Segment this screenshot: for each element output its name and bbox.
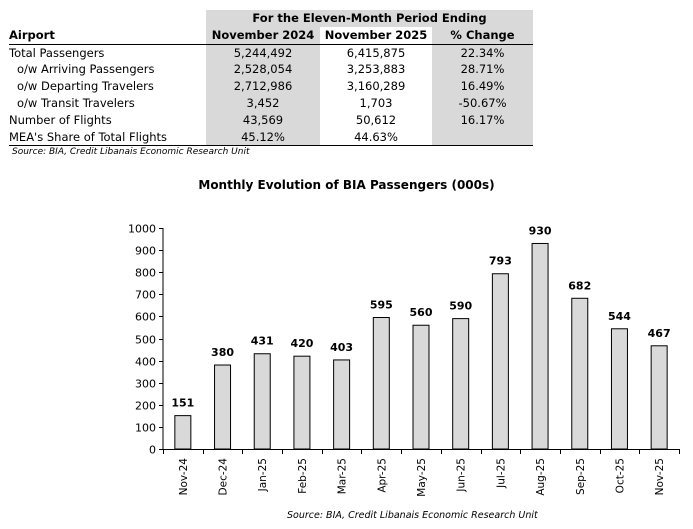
cell-nov-2025: 3,253,883 [346, 62, 406, 77]
cell-nov-2025: 6,415,875 [346, 45, 406, 60]
x-tick-label: Dec-24 [218, 458, 230, 496]
row-label: o/w Departing Travelers [17, 79, 154, 94]
cell-change: 16.17% [432, 111, 533, 129]
col-header-airport: Airport [9, 26, 206, 45]
col-header-nov-2024: November 2024 [206, 26, 320, 45]
table-row: o/w Departing Travelers 2,712,986 3,160,… [9, 78, 533, 95]
table-row: o/w Arriving Passengers 2,528,054 3,253,… [9, 61, 533, 79]
x-tick-label: Jun-25 [456, 458, 468, 493]
data-label: 420 [290, 337, 313, 350]
y-tick-label: 200 [135, 400, 156, 413]
cell-nov-2024: 3,452 [206, 94, 320, 112]
bar [174, 415, 192, 450]
cell-nov-2025: 50,612 [355, 112, 397, 127]
row-label: o/w Arriving Passengers [17, 62, 155, 77]
y-tick-label: 0 [149, 444, 156, 457]
y-tick-label: 1000 [128, 223, 156, 236]
y-tick-label: 100 [135, 422, 156, 435]
x-tick-label: Jan-25 [257, 458, 269, 492]
bar [253, 353, 271, 450]
bar [372, 317, 390, 450]
table-row: MEA's Share of Total Flights 45.12% 44.6… [9, 128, 533, 147]
y-tick-label: 700 [135, 289, 156, 302]
cell-nov-2025: 3,160,289 [346, 79, 406, 94]
y-tick-label: 800 [135, 267, 156, 280]
bar [452, 318, 470, 450]
data-label: 930 [529, 224, 552, 237]
x-tick-label: Apr-25 [376, 458, 388, 493]
bar [333, 359, 351, 450]
bar [610, 328, 628, 450]
bar [531, 242, 549, 450]
data-label: 380 [211, 346, 234, 359]
y-tick-label: 500 [135, 334, 156, 347]
x-tick-label: May-25 [416, 458, 428, 497]
y-tick-label: 400 [135, 356, 156, 369]
passenger-table: For the Eleven-Month Period Ending Airpo… [9, 10, 533, 147]
col-header-change: % Change [432, 26, 533, 45]
data-label: 431 [251, 335, 274, 348]
data-label: 590 [449, 300, 472, 313]
x-tick-label: Mar-25 [337, 458, 349, 494]
bar [491, 273, 509, 450]
table-row: Number of Flights 43,569 50,612 16.17% [9, 111, 533, 129]
period-header: For the Eleven-Month Period Ending [206, 10, 533, 27]
cell-nov-2025: 1,703 [359, 95, 393, 110]
cell-change: -50.67% [432, 94, 533, 112]
row-label: Total Passengers [9, 45, 105, 60]
x-tick-label: Nov-24 [178, 458, 190, 496]
cell-nov-2024: 45.12% [206, 128, 320, 147]
cell-nov-2024: 5,244,492 [206, 44, 320, 62]
y-tick-label: 300 [135, 378, 156, 391]
data-label: 560 [410, 306, 433, 319]
data-label: 544 [608, 310, 631, 323]
bar [571, 297, 589, 450]
row-label: MEA's Share of Total Flights [9, 128, 206, 147]
data-label: 682 [568, 279, 591, 292]
y-tick-label: 600 [135, 311, 156, 324]
cell-nov-2024: 43,569 [206, 111, 320, 129]
chart-source-note: Source: BIA, Credit Libanais Economic Re… [287, 510, 538, 521]
cell-change [432, 128, 533, 147]
x-tick-label: Feb-25 [297, 458, 309, 494]
bar [293, 355, 311, 450]
x-tick-label: Aug-25 [535, 458, 547, 496]
table-row: Total Passengers 5,244,492 6,415,875 22.… [9, 44, 533, 62]
bar [214, 364, 232, 450]
x-tick-label: Oct-25 [614, 458, 626, 493]
cell-change: 22.34% [432, 44, 533, 62]
col-header-nov-2025: November 2025 [320, 26, 432, 45]
chart-title: Monthly Evolution of BIA Passengers (000… [198, 178, 495, 192]
x-tick-label: Nov-25 [654, 458, 666, 495]
x-tick-label: Jul-25 [495, 458, 507, 489]
data-label: 403 [330, 341, 353, 354]
cell-change: 16.49% [432, 78, 533, 95]
data-label: 793 [489, 255, 512, 268]
y-tick-label: 900 [135, 245, 156, 258]
data-label: 467 [648, 327, 671, 340]
cell-nov-2024: 2,712,986 [206, 78, 320, 95]
cell-nov-2025: 44.63% [320, 128, 432, 147]
bar [412, 324, 430, 450]
row-label: Number of Flights [9, 112, 112, 127]
table-source-note: Source: BIA, Credit Libanais Economic Re… [12, 147, 250, 157]
x-tick-label: Sep-25 [575, 458, 587, 495]
cell-change: 28.71% [432, 61, 533, 79]
data-label: 595 [370, 299, 393, 312]
row-label: o/w Transit Travelers [17, 95, 135, 110]
cell-nov-2024: 2,528,054 [206, 61, 320, 79]
table-row: o/w Transit Travelers 3,452 1,703 -50.67… [9, 94, 533, 112]
data-label: 151 [171, 397, 194, 410]
bar [650, 345, 668, 450]
